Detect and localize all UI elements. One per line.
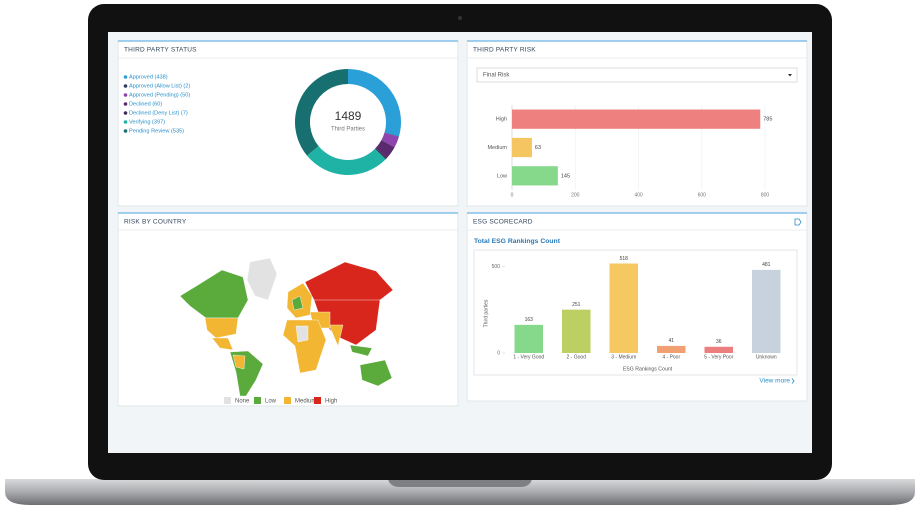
- view-more-arrow[interactable]: [791, 378, 795, 384]
- center-label: Third Parties: [331, 127, 365, 133]
- panel-title: THIRD PARTY RISK: [473, 47, 536, 54]
- x-tick-label: 800: [761, 192, 770, 198]
- legend-label: Low: [265, 399, 277, 405]
- donut-segment: [295, 69, 348, 156]
- panel-title: THIRD PARTY STATUS: [124, 47, 197, 54]
- donut-segment: [375, 140, 395, 159]
- legend-label: Approved (Allow List) (2): [129, 83, 190, 89]
- tag-icon[interactable]: [794, 218, 802, 226]
- legend-dot: [123, 129, 128, 133]
- legend-swatch: [224, 397, 231, 404]
- legend-swatch: [314, 397, 321, 404]
- donut-segment: [348, 69, 401, 137]
- legend-label: Declined (Deny List) (7): [129, 110, 188, 116]
- legend-dot: [123, 120, 128, 124]
- value-label: 163: [525, 317, 534, 323]
- x-tick-label: 3 - Medium: [611, 354, 636, 360]
- bar: [562, 309, 591, 353]
- dropdown-value[interactable]: Final Risk: [483, 73, 510, 79]
- camera: [458, 16, 462, 20]
- map-region: [179, 269, 249, 319]
- bar: [657, 345, 686, 353]
- legend-dot: [123, 111, 128, 115]
- x-tick-label: 400: [634, 192, 643, 198]
- laptop-notch: [388, 479, 532, 487]
- category-label: High: [496, 117, 507, 123]
- value-label: 785: [763, 117, 772, 123]
- value-label: 518: [620, 256, 629, 262]
- x-tick-label: 2 - Good: [567, 354, 587, 360]
- x-tick-label: 5 - Very Poor: [704, 354, 734, 360]
- legend-dot: [123, 75, 128, 79]
- donut-segment: [384, 132, 399, 137]
- legend-label: Pending Review (535): [129, 128, 184, 134]
- bar: [609, 263, 638, 353]
- legend-dot: [123, 102, 128, 106]
- x-tick-label: Unknown: [756, 354, 777, 360]
- category-label: Low: [497, 173, 507, 179]
- value-label: 36: [716, 339, 722, 345]
- view-more-link[interactable]: View more: [759, 378, 790, 385]
- map-region: [295, 325, 309, 343]
- dropdown[interactable]: Final Risk: [476, 67, 798, 83]
- center-value: 1489: [335, 109, 362, 123]
- legend-label: High: [325, 399, 337, 405]
- x-axis-label: ESG Rankings Count: [623, 366, 673, 372]
- map-region: [291, 295, 304, 311]
- value-label: 481: [762, 262, 771, 268]
- y-tick-label: 0: [497, 350, 500, 356]
- x-tick-label: 4 - Poor: [662, 354, 680, 360]
- donut-segment: [375, 147, 387, 160]
- category-label: Medium: [487, 145, 507, 151]
- x-tick-label: 600: [698, 192, 707, 198]
- value-label: 41: [668, 338, 674, 344]
- x-tick-label: 1 - Very Good: [513, 354, 544, 360]
- map-region: [211, 337, 234, 351]
- legend-dot: [123, 84, 128, 88]
- bar: [752, 269, 781, 353]
- panel: [117, 212, 459, 407]
- value-label: 251: [572, 302, 581, 308]
- map-region: [204, 317, 239, 339]
- map-region: [359, 359, 393, 387]
- legend-label: Verifying (397): [129, 119, 165, 125]
- legend-label: None: [235, 399, 250, 405]
- bar: [512, 109, 761, 129]
- world-map: [179, 257, 394, 397]
- map-region: [328, 324, 344, 347]
- panel-title: ESG SCORECARD: [473, 219, 533, 226]
- dropdown-arrow: [788, 74, 792, 77]
- legend-swatch: [284, 397, 291, 404]
- map-region: [232, 354, 246, 370]
- donut-segment: [307, 146, 386, 176]
- y-tick-label: 500: [492, 264, 501, 270]
- panel-title: RISK BY COUNTRY: [124, 219, 187, 226]
- bar: [514, 324, 543, 353]
- x-tick-label: 0: [511, 192, 514, 198]
- panel: [117, 40, 459, 207]
- map-region: [282, 319, 327, 374]
- map-region: [349, 344, 373, 357]
- value-label: 145: [561, 173, 570, 179]
- bar: [512, 166, 558, 186]
- map-region: [246, 257, 278, 301]
- legend-label: Declined (60): [129, 101, 162, 107]
- legend-label: Approved (Pending) (50): [129, 92, 190, 98]
- bar: [512, 137, 532, 158]
- bar: [704, 346, 733, 353]
- x-tick-label: 200: [571, 192, 580, 198]
- legend-label: Approved (438): [129, 74, 168, 80]
- value-label: 63: [535, 145, 541, 151]
- legend-swatch: [254, 397, 261, 404]
- legend-dot: [123, 93, 128, 97]
- legend-label: Medium: [295, 399, 316, 405]
- chart-title: Total ESG Rankings Count: [474, 238, 561, 245]
- donut-segment: [381, 132, 399, 148]
- laptop-base: [5, 479, 915, 505]
- dropdown-box[interactable]: [476, 67, 798, 83]
- y-axis-label: Third parties: [483, 299, 489, 327]
